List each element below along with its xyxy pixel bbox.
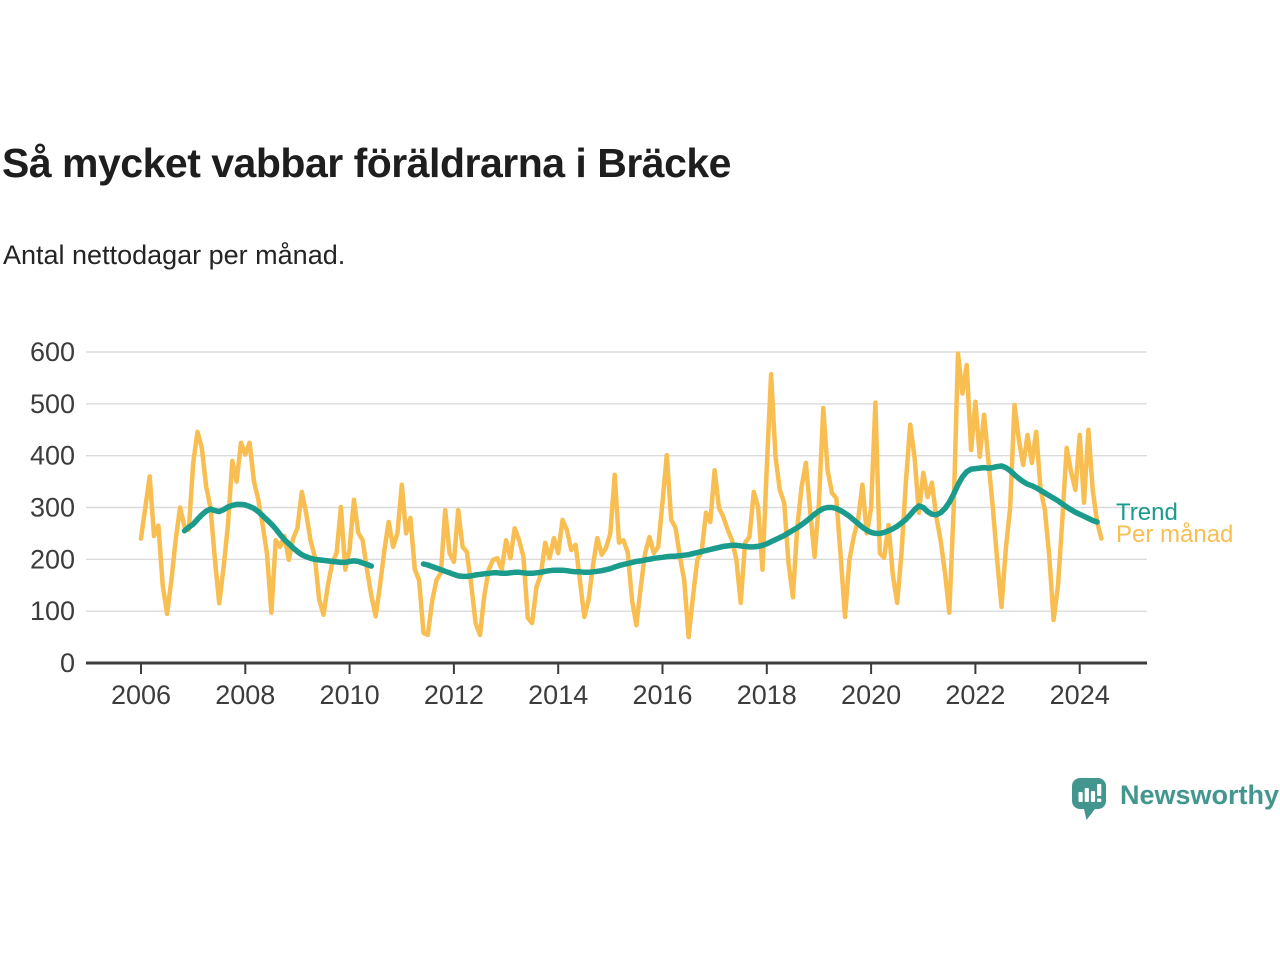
- speech-bubble-bar-chart-icon: [1072, 778, 1106, 820]
- axes: [86, 661, 1147, 674]
- y-axis-label-300: 300: [30, 493, 75, 523]
- x-axis-label-2020: 2020: [841, 680, 901, 710]
- x-axis-label-2014: 2014: [528, 680, 588, 710]
- x-axis-label-2018: 2018: [737, 680, 797, 710]
- legend-label-trend: Trend: [1116, 499, 1178, 526]
- x-axis-label-2010: 2010: [320, 680, 380, 710]
- x-axis-label-2022: 2022: [945, 680, 1005, 710]
- x-axis-label-2008: 2008: [215, 680, 275, 710]
- brand-name: Newsworthy: [1120, 780, 1280, 810]
- x-axis-label-2012: 2012: [424, 680, 484, 710]
- y-axis-label-0: 0: [60, 648, 75, 678]
- series-line-trend: [181, 463, 1100, 580]
- page-title: Så mycket vabbar föräldrarna i Bräcke: [2, 140, 732, 186]
- page-subtitle: Antal nettodagar per månad.: [3, 240, 346, 270]
- legend-label-per-manad: Per månad: [1116, 521, 1234, 548]
- y-axis-label-100: 100: [30, 596, 75, 626]
- y-axis-label-600: 600: [30, 337, 75, 367]
- y-axis-label-500: 500: [30, 389, 75, 419]
- y-axis-label-400: 400: [30, 441, 75, 471]
- chart-series: [138, 351, 1104, 640]
- x-axis-label-2006: 2006: [111, 680, 171, 710]
- series-line-per-månad: [138, 351, 1104, 640]
- newsworthy-logo: Newsworthy: [1072, 778, 1279, 824]
- x-axis-label-2024: 2024: [1050, 680, 1110, 710]
- axis-labels: 0 100 200 300 400 500 600 2006 2008 2010 2012 2014 2…: [30, 337, 1110, 710]
- y-axis-label-200: 200: [30, 544, 75, 574]
- x-axis-label-2016: 2016: [632, 680, 692, 710]
